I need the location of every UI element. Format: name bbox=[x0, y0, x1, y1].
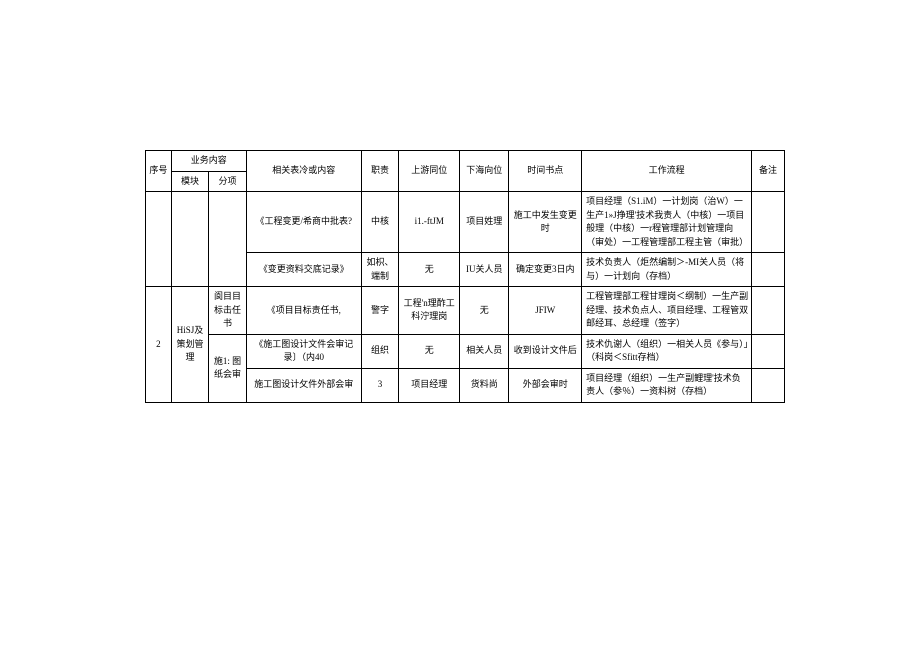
th-form: 相关表冷或内容 bbox=[246, 151, 361, 192]
cell-remark bbox=[752, 253, 785, 287]
cell-form: 《工程变更/希商中批表? bbox=[246, 192, 361, 253]
cell-form: 《施工图设计文件会审记录〕（内40 bbox=[246, 334, 361, 368]
cell-sub: 阆目目标击任书 bbox=[209, 287, 247, 335]
cell-down: 相关人员 bbox=[460, 334, 509, 368]
th-down: 下海向位 bbox=[460, 151, 509, 192]
th-up: 上游同位 bbox=[399, 151, 460, 192]
cell-down: 无 bbox=[460, 287, 509, 335]
main-table: 序号 业务内容 相关表冷或内容 职责 上游同位 下海向位 时间书点 工作流程 备… bbox=[145, 150, 785, 403]
cell-time: 外部会审时 bbox=[509, 368, 582, 402]
cell-down: IU关人员 bbox=[460, 253, 509, 287]
cell-module-empty bbox=[171, 192, 209, 287]
th-remark: 备注 bbox=[752, 151, 785, 192]
th-seq: 序号 bbox=[146, 151, 172, 192]
cell-down: 项目姓理 bbox=[460, 192, 509, 253]
cell-remark bbox=[752, 368, 785, 402]
cell-form: 施工图设计攵件外部会审 bbox=[246, 368, 361, 402]
cell-flow: 工程管理部工程甘理岗＜纲制）一生产副经理、技术负点人、项目经理、工程管双邮经耳、… bbox=[582, 287, 752, 335]
table-row: 《工程变更/希商中批表? 中核 i1.-ftJM 项目姓理 施工中发生变更时 项… bbox=[146, 192, 785, 253]
cell-time: JFIW bbox=[509, 287, 582, 335]
cell-module: HiSJ及策划管理 bbox=[171, 287, 209, 403]
th-module: 模块 bbox=[171, 171, 209, 192]
cell-flow: 技术仇谢人（组织）一相关人员《参与）」（科岗＜Sfitt存档） bbox=[582, 334, 752, 368]
cell-time: 收到设计文件后 bbox=[509, 334, 582, 368]
cell-up: 无 bbox=[399, 253, 460, 287]
cell-flow: 技术负责人（炬然编制＞-MI关人员（将与）一计划向（存档） bbox=[582, 253, 752, 287]
cell-form: 《变更资料交底记录》 bbox=[246, 253, 361, 287]
th-time: 时间书点 bbox=[509, 151, 582, 192]
cell-duty: 警字 bbox=[361, 287, 399, 335]
cell-remark bbox=[752, 192, 785, 253]
cell-up: 工程'n理酢工科泞理岗 bbox=[399, 287, 460, 335]
cell-up: i1.-ftJM bbox=[399, 192, 460, 253]
cell-duty: 组织 bbox=[361, 334, 399, 368]
cell-sub: 施1: 图纸会审 bbox=[209, 334, 247, 402]
cell-flow: 项目经理（S1.iM）一计划岗（治W）一生产1»J挣理'技术我责人（中核）一项目… bbox=[582, 192, 752, 253]
cell-time: 施工中发生变更时 bbox=[509, 192, 582, 253]
cell-flow: 项目经理（组织）一生产副鲤理'技术负责人（参％）一资料树（存档） bbox=[582, 368, 752, 402]
cell-sub-empty bbox=[209, 192, 247, 287]
table-row: 2 HiSJ及策划管理 阆目目标击任书 《项目目标责任书, 警字 工程'n理酢工… bbox=[146, 287, 785, 335]
cell-time: 确定变更3日内 bbox=[509, 253, 582, 287]
cell-seq-empty bbox=[146, 192, 172, 287]
table-row: 施1: 图纸会审 《施工图设计文件会审记录〕（内40 组织 无 相关人员 收到设… bbox=[146, 334, 785, 368]
document-table: 序号 业务内容 相关表冷或内容 职责 上游同位 下海向位 时间书点 工作流程 备… bbox=[145, 150, 785, 403]
cell-form: 《项目目标责任书, bbox=[246, 287, 361, 335]
cell-duty: 如枳、端制 bbox=[361, 253, 399, 287]
cell-up: 无 bbox=[399, 334, 460, 368]
th-duty: 职责 bbox=[361, 151, 399, 192]
cell-down: 货料尚 bbox=[460, 368, 509, 402]
th-biz: 业务内容 bbox=[171, 151, 246, 172]
th-sub: 分项 bbox=[209, 171, 247, 192]
cell-remark bbox=[752, 334, 785, 368]
header-row-1: 序号 业务内容 相关表冷或内容 职责 上游同位 下海向位 时间书点 工作流程 备… bbox=[146, 151, 785, 172]
cell-seq: 2 bbox=[146, 287, 172, 403]
cell-up: 项目经理 bbox=[399, 368, 460, 402]
cell-duty: 中核 bbox=[361, 192, 399, 253]
th-flow: 工作流程 bbox=[582, 151, 752, 192]
cell-remark bbox=[752, 287, 785, 335]
cell-duty: 3 bbox=[361, 368, 399, 402]
